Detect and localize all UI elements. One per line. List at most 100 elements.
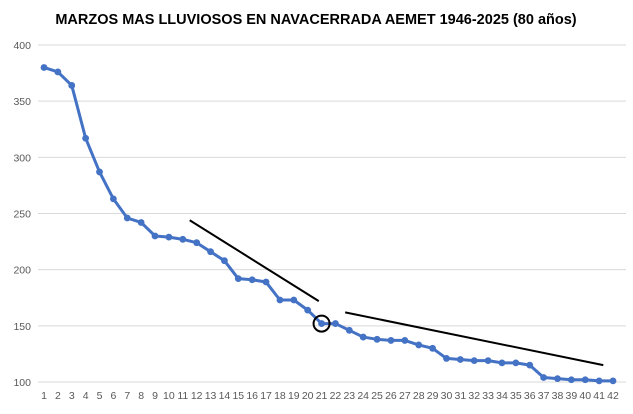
y-tick-label: 400 bbox=[13, 40, 31, 52]
x-tick-label: 22 bbox=[330, 390, 342, 402]
x-tick-label: 13 bbox=[205, 390, 217, 402]
x-tick-label: 11 bbox=[177, 390, 188, 402]
x-tick-label: 38 bbox=[552, 390, 564, 402]
x-tick-label: 37 bbox=[538, 390, 550, 402]
data-point bbox=[470, 357, 478, 365]
y-tick-label: 350 bbox=[13, 96, 31, 108]
y-tick-label: 200 bbox=[13, 265, 31, 277]
data-point bbox=[68, 82, 76, 89]
x-tick-label: 16 bbox=[246, 390, 258, 402]
series-group bbox=[40, 64, 617, 385]
y-tick-label: 250 bbox=[13, 209, 31, 221]
x-tick-label: 3 bbox=[69, 390, 75, 402]
data-point bbox=[248, 276, 256, 284]
x-tick-label: 8 bbox=[138, 390, 144, 402]
x-tick-label: 39 bbox=[566, 390, 578, 402]
trend-line bbox=[344, 311, 604, 367]
x-axis-ticks: 1 2 3 4 5 6 7 8 9 10 11 12 13 14 15 16 17 18 19 20 21 22 23 24 2… bbox=[41, 390, 619, 402]
data-point bbox=[207, 248, 214, 256]
data-point bbox=[540, 374, 548, 381]
x-tick-label: 29 bbox=[427, 390, 439, 402]
data-point bbox=[498, 359, 506, 367]
data-point bbox=[373, 335, 381, 343]
highlight-circle bbox=[312, 314, 331, 333]
y-axis-ticks: 100 150 200 250 300 350 400 bbox=[13, 40, 31, 389]
data-point bbox=[359, 333, 367, 341]
data-point bbox=[512, 359, 520, 367]
data-point bbox=[151, 232, 159, 240]
data-point bbox=[304, 306, 312, 314]
x-tick-label: 20 bbox=[302, 390, 314, 402]
x-tick-label: 9 bbox=[152, 390, 158, 402]
x-tick-label: 14 bbox=[219, 390, 231, 402]
y-tick-label: 300 bbox=[13, 152, 31, 164]
data-point bbox=[221, 257, 228, 265]
data-point bbox=[415, 341, 423, 349]
x-tick-label: 25 bbox=[371, 390, 383, 402]
x-tick-label: 28 bbox=[413, 390, 425, 402]
data-point bbox=[193, 239, 201, 247]
chart-title: MARZOS MAS LLUVIOSOS EN NAVACERRADA AEME… bbox=[55, 12, 576, 28]
data-point bbox=[179, 235, 187, 243]
data-point bbox=[40, 64, 48, 71]
x-tick-label: 32 bbox=[468, 390, 480, 402]
x-tick-label: 5 bbox=[97, 390, 103, 402]
data-point bbox=[82, 134, 90, 142]
y-tick-label: 150 bbox=[13, 321, 31, 333]
x-tick-label: 18 bbox=[274, 390, 286, 402]
data-point bbox=[234, 275, 242, 283]
data-point bbox=[609, 377, 617, 385]
x-tick-label: 35 bbox=[510, 390, 522, 402]
data-point bbox=[345, 326, 353, 334]
x-tick-label: 41 bbox=[593, 390, 605, 402]
data-point bbox=[290, 296, 298, 304]
data-point bbox=[484, 357, 492, 365]
x-tick-label: 36 bbox=[524, 390, 536, 402]
x-tick-label: 42 bbox=[607, 390, 619, 402]
x-tick-label: 19 bbox=[288, 390, 300, 402]
data-point bbox=[581, 376, 589, 384]
data-point bbox=[109, 195, 117, 203]
data-point bbox=[595, 377, 603, 385]
x-tick-label: 12 bbox=[191, 390, 203, 402]
data-point bbox=[123, 214, 131, 222]
x-tick-label: 4 bbox=[83, 390, 89, 402]
x-tick-label: 1 bbox=[41, 390, 47, 402]
x-tick-label: 26 bbox=[385, 390, 397, 402]
trend-line bbox=[189, 219, 320, 302]
x-tick-label: 10 bbox=[163, 390, 175, 402]
data-point bbox=[401, 337, 409, 344]
x-tick-label: 23 bbox=[343, 390, 355, 402]
data-point bbox=[54, 68, 62, 76]
x-tick-label: 17 bbox=[260, 390, 272, 402]
data-point bbox=[443, 355, 450, 362]
x-tick-label: 27 bbox=[399, 390, 411, 402]
gridlines bbox=[38, 44, 626, 383]
data-point bbox=[137, 219, 145, 226]
data-point bbox=[567, 376, 575, 384]
data-point bbox=[526, 361, 534, 369]
data-point bbox=[262, 278, 270, 286]
x-tick-label: 7 bbox=[124, 390, 130, 402]
x-tick-label: 30 bbox=[441, 390, 453, 402]
x-tick-label: 6 bbox=[110, 390, 116, 402]
series-line bbox=[43, 66, 613, 383]
x-tick-label: 24 bbox=[357, 390, 369, 402]
data-point bbox=[165, 233, 173, 241]
x-tick-label: 31 bbox=[454, 390, 466, 402]
x-tick-label: 15 bbox=[232, 390, 244, 402]
x-tick-label: 34 bbox=[496, 390, 508, 402]
x-tick-label: 40 bbox=[579, 390, 591, 402]
x-tick-label: 2 bbox=[55, 390, 61, 402]
data-point bbox=[554, 375, 561, 383]
data-point bbox=[387, 337, 395, 344]
data-point bbox=[456, 356, 464, 363]
data-point bbox=[96, 168, 103, 176]
data-point bbox=[276, 296, 284, 304]
x-tick-label: 33 bbox=[482, 390, 494, 402]
data-point bbox=[318, 320, 325, 327]
data-point bbox=[332, 320, 339, 327]
y-tick-label: 100 bbox=[13, 377, 31, 389]
